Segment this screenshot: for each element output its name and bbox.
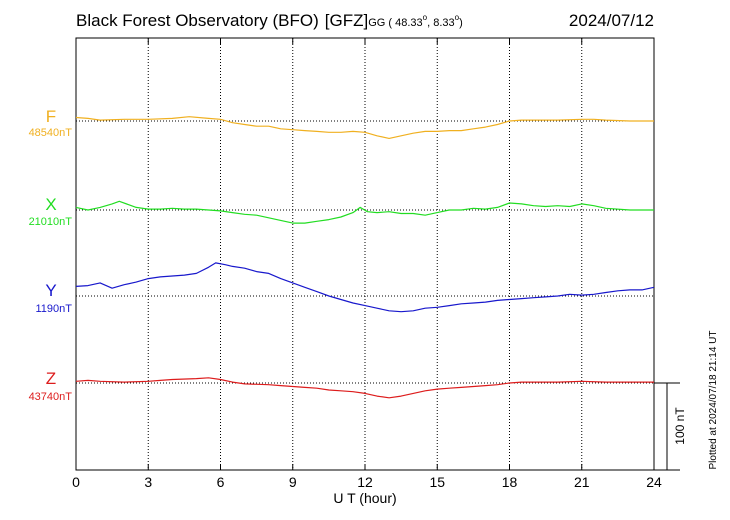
scale-bar-label: 100 nT xyxy=(673,407,687,445)
series-line-z xyxy=(75,377,654,399)
series-letter-x: X xyxy=(45,195,56,214)
station-title: Black Forest Observatory (BFO) xyxy=(76,11,319,30)
x-tick-label-6: 6 xyxy=(217,474,225,490)
series-letter-f: F xyxy=(46,107,56,126)
series-baseline-f: 48540nT xyxy=(29,127,73,139)
chart-title: Black Forest Observatory (BFO) [GFZ]GG ( … xyxy=(76,11,463,30)
series-baseline-x: 21010nT xyxy=(29,216,73,228)
series-baseline-y: 1190nT xyxy=(36,303,73,315)
x-tick-label-18: 18 xyxy=(502,474,518,490)
scale-bar: 100 nT xyxy=(654,382,687,471)
x-tick-label-24: 24 xyxy=(646,474,662,490)
series-letter-y: Y xyxy=(45,281,56,300)
x-tick-label-0: 0 xyxy=(72,474,80,490)
x-axis-label: U T (hour) xyxy=(333,490,396,506)
x-tick-label-15: 15 xyxy=(429,474,445,490)
date-label: 2024/07/12 xyxy=(569,11,654,30)
series-line-f xyxy=(75,116,654,139)
series-line-y xyxy=(75,262,655,313)
x-tick-label-12: 12 xyxy=(357,474,373,490)
institute-label: [GFZ] xyxy=(325,11,368,30)
series-baseline-z: 43740nT xyxy=(29,391,73,403)
x-tick-label-9: 9 xyxy=(289,474,297,490)
series-line-x xyxy=(75,200,654,224)
x-tick-label-21: 21 xyxy=(574,474,590,490)
x-tick-label-3: 3 xyxy=(144,474,152,490)
grid-lines xyxy=(76,38,654,470)
coords-label: GG ( 48.33 xyxy=(368,17,422,29)
x-axis: 0 3 6 9 12 15 18 21 24 xyxy=(72,38,662,490)
series-letter-z: Z xyxy=(46,369,56,388)
plotted-timestamp: Plotted at 2024/07/18 21:14 UT xyxy=(708,331,719,470)
